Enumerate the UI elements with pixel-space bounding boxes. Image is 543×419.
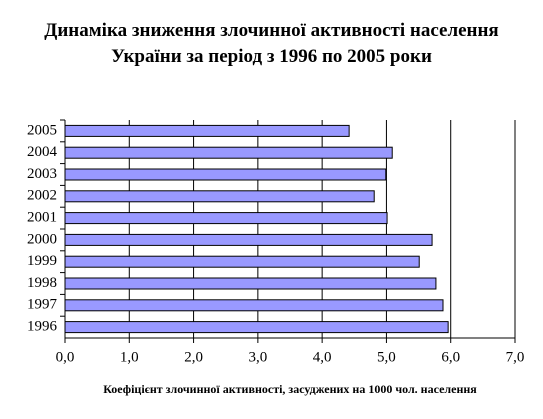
bar	[64, 124, 350, 137]
bar	[64, 190, 375, 203]
y-tick-label: 2004	[27, 144, 58, 160]
bar	[64, 299, 444, 312]
x-tick-label: 5,0	[377, 349, 396, 365]
y-tick-label: 1996	[27, 319, 58, 335]
chart-title: Динаміка зниження злочинної активності н…	[44, 20, 499, 67]
y-tick-label: 2001	[27, 210, 57, 226]
y-tick-label: 1998	[27, 275, 57, 291]
bar	[64, 321, 449, 334]
bar	[64, 255, 420, 268]
y-tick-label: 2002	[27, 188, 57, 204]
y-tick-label: 2003	[27, 166, 57, 182]
x-tick-label: 0,0	[56, 349, 75, 365]
x-tick-label: 6,0	[441, 349, 460, 365]
y-tick-label: 2000	[27, 231, 57, 247]
bar	[64, 168, 387, 181]
bar	[64, 233, 433, 246]
y-tick-label: 1999	[27, 253, 57, 269]
bar	[64, 277, 437, 290]
x-tick-label: 4,0	[313, 349, 332, 365]
x-tick-label: 3,0	[248, 349, 267, 365]
bar	[64, 212, 388, 225]
x-tick-label: 1,0	[120, 349, 139, 365]
y-tick-label: 1997	[27, 297, 58, 313]
bar	[64, 146, 393, 159]
x-tick-label: 2,0	[184, 349, 203, 365]
x-tick-label: 7,0	[506, 349, 525, 365]
y-tick-label: 2005	[27, 122, 57, 138]
x-axis-label: Коефіцієнт злочинної активності, засудже…	[103, 382, 477, 396]
